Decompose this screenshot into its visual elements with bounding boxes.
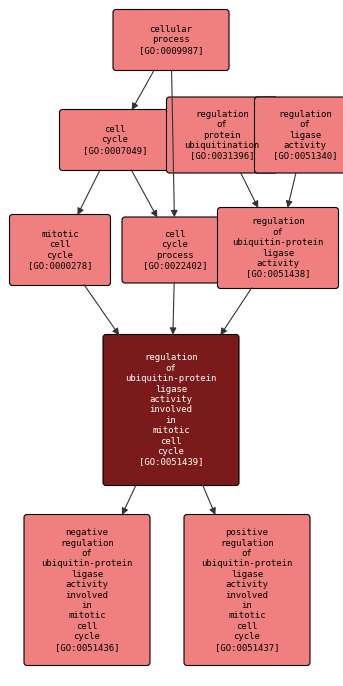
FancyBboxPatch shape xyxy=(166,97,277,173)
FancyBboxPatch shape xyxy=(122,217,228,283)
Text: regulation
of
protein
ubiquitination
[GO:0031396]: regulation of protein ubiquitination [GO… xyxy=(185,110,260,161)
FancyBboxPatch shape xyxy=(113,10,229,71)
FancyBboxPatch shape xyxy=(59,110,170,171)
Text: regulation
of
ubiquitin-protein
ligase
activity
[GO:0051438]: regulation of ubiquitin-protein ligase a… xyxy=(232,217,324,279)
Text: cellular
process
[GO:0009987]: cellular process [GO:0009987] xyxy=(139,25,203,55)
FancyBboxPatch shape xyxy=(184,514,310,665)
FancyBboxPatch shape xyxy=(24,514,150,665)
Text: regulation
of
ligase
activity
[GO:0051340]: regulation of ligase activity [GO:005134… xyxy=(273,110,337,161)
FancyBboxPatch shape xyxy=(255,97,343,173)
FancyBboxPatch shape xyxy=(217,207,339,289)
Text: positive
regulation
of
ubiquitin-protein
ligase
activity
involved
in
mitotic
cel: positive regulation of ubiquitin-protein… xyxy=(201,528,293,652)
Text: mitotic
cell
cycle
[GO:0000278]: mitotic cell cycle [GO:0000278] xyxy=(28,230,92,270)
FancyBboxPatch shape xyxy=(103,335,239,486)
Text: regulation
of
ubiquitin-protein
ligase
activity
involved
in
mitotic
cell
cycle
[: regulation of ubiquitin-protein ligase a… xyxy=(125,353,217,466)
FancyBboxPatch shape xyxy=(10,215,110,285)
Text: negative
regulation
of
ubiquitin-protein
ligase
activity
involved
in
mitotic
cel: negative regulation of ubiquitin-protein… xyxy=(41,528,133,652)
Text: cell
cycle
[GO:0007049]: cell cycle [GO:0007049] xyxy=(83,125,147,155)
Text: cell
cycle
process
[GO:0022402]: cell cycle process [GO:0022402] xyxy=(143,230,207,270)
